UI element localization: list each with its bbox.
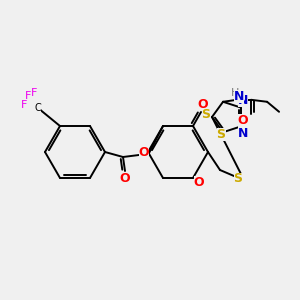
Text: H: H <box>231 88 239 98</box>
Text: O: O <box>194 176 204 190</box>
Text: F: F <box>25 91 31 101</box>
Text: F: F <box>21 100 27 110</box>
Text: O: O <box>139 146 149 160</box>
Text: N: N <box>234 90 244 103</box>
Text: S: S <box>217 128 226 141</box>
Text: N: N <box>238 94 248 107</box>
Text: N: N <box>238 127 248 140</box>
Text: O: O <box>238 114 248 127</box>
Text: S: S <box>202 109 211 122</box>
Text: S: S <box>233 172 242 185</box>
Text: C: C <box>34 103 41 113</box>
Text: F: F <box>31 88 37 98</box>
Text: O: O <box>120 172 130 184</box>
Text: O: O <box>198 98 208 110</box>
